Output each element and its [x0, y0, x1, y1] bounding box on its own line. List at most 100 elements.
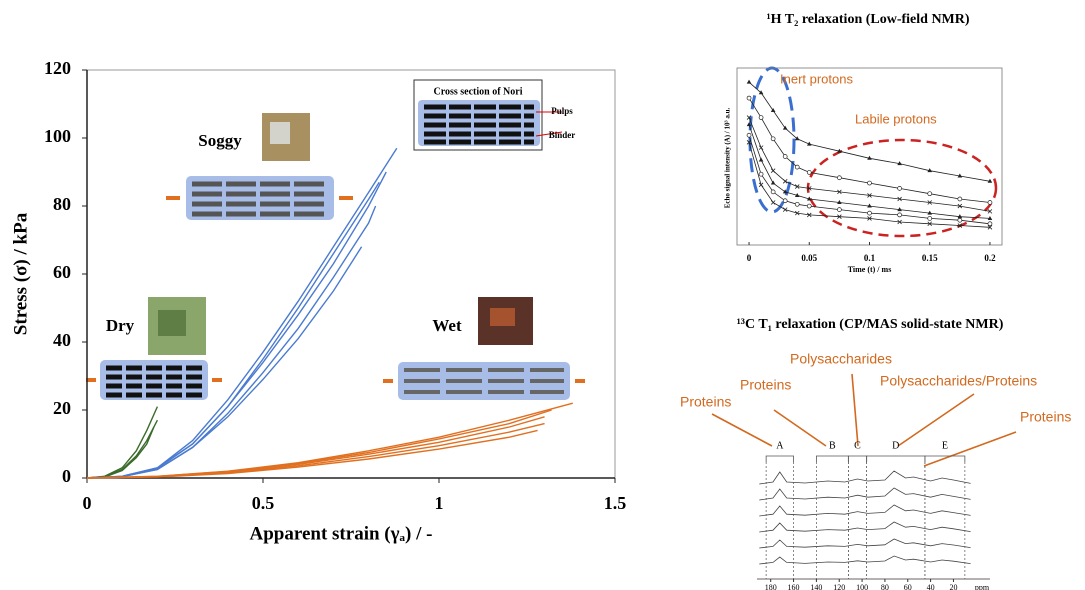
x-tick-label: 20 — [949, 583, 957, 590]
spectrum — [759, 505, 970, 516]
marker — [759, 146, 763, 150]
annotation: Pulps — [551, 106, 573, 116]
x-tick-label: 0.2 — [984, 253, 996, 263]
x-tick-label: 0.1 — [864, 253, 876, 263]
marker — [795, 165, 799, 169]
x-tick-label: 160 — [788, 583, 800, 590]
y-axis-label: Stress (σ) / kPa — [10, 212, 31, 335]
y-axis-label: Echo signal intensity (A) / 10³ a.u. — [724, 108, 732, 209]
marker — [807, 170, 811, 174]
decay-curve — [749, 118, 990, 212]
y-tick-label: 60 — [53, 262, 71, 282]
decay-curve — [749, 135, 990, 224]
y-tick-label: 20 — [53, 398, 71, 418]
marker — [868, 181, 872, 185]
region-divider — [766, 462, 793, 579]
wet-photo-detail — [490, 308, 515, 326]
marker — [771, 190, 775, 194]
labile-ellipse — [808, 140, 996, 236]
marker — [928, 192, 932, 196]
y-tick-label: 80 — [53, 194, 71, 214]
annotation: Dry — [106, 316, 135, 335]
x-axis-label: Time (t) / ms — [848, 265, 892, 274]
marker — [928, 216, 932, 220]
chart-title: ¹H T₂ relaxation (Low-field NMR) — [766, 12, 969, 27]
stress-curve — [87, 430, 538, 478]
spectrum — [759, 522, 970, 532]
y-tick-label: 120 — [44, 58, 71, 78]
region-bracket — [816, 456, 848, 462]
x-tick-label: 120 — [833, 583, 845, 590]
x-tick-label: 0.5 — [252, 493, 275, 513]
marker — [795, 202, 799, 206]
marker — [759, 116, 763, 120]
marker — [958, 218, 962, 222]
y-tick-label: 40 — [53, 330, 71, 350]
marker — [771, 181, 776, 185]
marker — [747, 80, 752, 84]
marker — [988, 222, 992, 226]
annotation: Inert protons — [780, 71, 853, 86]
y-tick-label: 0 — [62, 466, 71, 486]
spectrum — [759, 471, 970, 484]
figure: 0 20 40 60 80 100 120 0 0.5 1 1.5 Apparent strain (… — [0, 0, 1085, 590]
marker — [958, 197, 962, 201]
marker — [759, 158, 764, 162]
dry-photo-detail — [158, 310, 186, 336]
peak-label: E — [942, 440, 948, 451]
marker — [898, 186, 902, 190]
marker — [898, 213, 902, 217]
marker — [988, 201, 992, 205]
spectrum — [759, 539, 970, 548]
annotation: Labile protons — [855, 111, 937, 126]
x-tick-label: 0.05 — [801, 253, 817, 263]
peak-label: A — [776, 440, 784, 451]
x-tick-label: 0.15 — [922, 253, 938, 263]
x-tick-label: 60 — [904, 583, 912, 590]
marker — [747, 133, 751, 137]
x-tick-label: 1.5 — [604, 493, 627, 513]
spectrum — [759, 556, 970, 564]
marker — [771, 169, 775, 173]
x-axis-label: ppm — [975, 583, 990, 590]
marker — [868, 211, 872, 215]
x-tick-label: 0 — [83, 493, 92, 513]
x-tick-label: 0 — [747, 253, 752, 263]
annotation: Cross section of Nori — [434, 86, 523, 97]
annotation: Proteins — [680, 394, 731, 410]
annotation: Soggy — [198, 131, 242, 150]
peak-label: C — [854, 440, 861, 451]
spectrum — [759, 488, 970, 500]
x-tick-label: 40 — [927, 583, 935, 590]
annotation: Polysaccharides/Proteins — [880, 373, 1037, 389]
annotation: Proteins — [740, 377, 791, 393]
x-tick-label: 1 — [435, 493, 444, 513]
region-bracket — [848, 456, 866, 462]
peak-label: D — [892, 440, 899, 451]
region-divider — [925, 462, 965, 579]
marker — [783, 199, 787, 203]
peak-label: B — [829, 440, 836, 451]
annotation: Wet — [432, 316, 462, 335]
stress-curve — [87, 206, 376, 478]
soggy-photo-detail — [270, 122, 290, 144]
x-tick-label: 180 — [765, 583, 777, 590]
chart-title: ¹³C T₁ relaxation (CP/MAS solid-state NM… — [737, 317, 1004, 332]
y-tick-label: 100 — [44, 126, 71, 146]
x-tick-label: 140 — [810, 583, 822, 590]
decay-curve — [749, 82, 990, 181]
region-divider — [816, 462, 848, 579]
marker — [807, 204, 811, 208]
marker — [783, 179, 787, 183]
marker — [759, 172, 763, 176]
marker — [747, 96, 751, 100]
marker — [771, 137, 775, 141]
annotation: Polysaccharides — [790, 351, 892, 367]
x-axis-label: Apparent strain (γₐ) / - — [250, 523, 433, 544]
x-tick-label: 100 — [856, 583, 868, 590]
marker — [771, 201, 775, 205]
marker — [837, 208, 841, 212]
annotation: Proteins — [1020, 409, 1071, 425]
marker — [837, 176, 841, 180]
x-tick-label: 80 — [881, 583, 889, 590]
